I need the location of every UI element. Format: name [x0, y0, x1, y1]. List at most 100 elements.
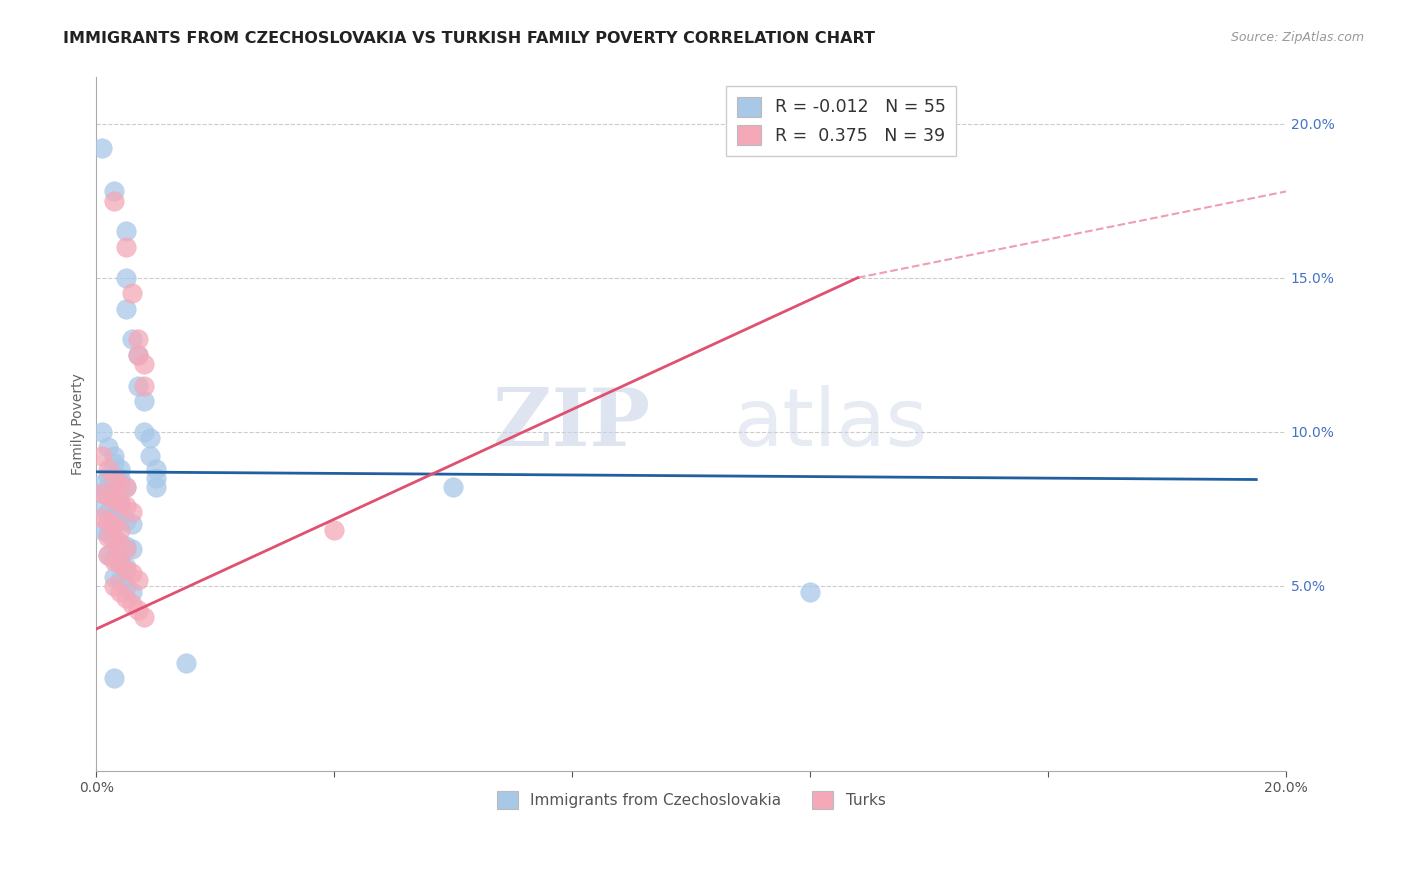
Point — [132, 425, 155, 439]
Point — [103, 671, 125, 685]
Point — [121, 541, 143, 556]
Point — [127, 378, 149, 392]
Point — [115, 480, 138, 494]
Point — [97, 480, 120, 494]
Point — [108, 480, 131, 494]
Point — [97, 505, 120, 519]
Point — [127, 348, 149, 362]
Point — [91, 477, 114, 491]
Point — [103, 517, 125, 532]
Point — [139, 450, 162, 464]
Point — [103, 194, 125, 208]
Point — [121, 517, 143, 532]
Point — [115, 539, 138, 553]
Point — [108, 585, 131, 599]
Point — [121, 286, 143, 301]
Point — [121, 597, 143, 611]
Point — [115, 591, 138, 606]
Point — [115, 240, 138, 254]
Point — [115, 579, 138, 593]
Point — [108, 477, 131, 491]
Point — [108, 461, 131, 475]
Point — [97, 490, 120, 504]
Point — [103, 480, 125, 494]
Point — [145, 480, 167, 494]
Point — [108, 524, 131, 538]
Point — [91, 450, 114, 464]
Point — [108, 558, 131, 572]
Point — [132, 394, 155, 409]
Point — [91, 524, 114, 538]
Point — [132, 378, 155, 392]
Point — [127, 348, 149, 362]
Point — [103, 569, 125, 583]
Point — [103, 533, 125, 547]
Point — [103, 492, 125, 507]
Point — [91, 486, 114, 500]
Point — [108, 471, 131, 485]
Point — [91, 141, 114, 155]
Point — [127, 603, 149, 617]
Point — [139, 431, 162, 445]
Point — [108, 535, 131, 549]
Point — [145, 461, 167, 475]
Point — [97, 440, 120, 454]
Point — [97, 526, 120, 541]
Text: IMMIGRANTS FROM CZECHOSLOVAKIA VS TURKISH FAMILY POVERTY CORRELATION CHART: IMMIGRANTS FROM CZECHOSLOVAKIA VS TURKIS… — [63, 31, 876, 46]
Point — [103, 450, 125, 464]
Point — [103, 471, 125, 485]
Point — [115, 301, 138, 316]
Point — [103, 551, 125, 566]
Point — [145, 471, 167, 485]
Point — [127, 573, 149, 587]
Point — [115, 541, 138, 556]
Point — [115, 563, 138, 577]
Point — [115, 225, 138, 239]
Point — [97, 461, 120, 475]
Point — [97, 548, 120, 562]
Point — [121, 332, 143, 346]
Point — [103, 508, 125, 522]
Point — [91, 501, 114, 516]
Point — [132, 609, 155, 624]
Point — [115, 560, 138, 574]
Legend: Immigrants from Czechoslovakia, Turks: Immigrants from Czechoslovakia, Turks — [491, 785, 891, 815]
Point — [108, 495, 131, 509]
Point — [441, 480, 464, 494]
Y-axis label: Family Poverty: Family Poverty — [72, 373, 86, 475]
Point — [103, 456, 125, 470]
Point — [97, 490, 120, 504]
Point — [97, 548, 120, 562]
Point — [103, 554, 125, 568]
Point — [115, 270, 138, 285]
Text: Source: ZipAtlas.com: Source: ZipAtlas.com — [1230, 31, 1364, 45]
Point — [97, 514, 120, 528]
Point — [121, 585, 143, 599]
Point — [115, 499, 138, 513]
Point — [103, 579, 125, 593]
Point — [108, 554, 131, 568]
Point — [103, 185, 125, 199]
Text: atlas: atlas — [733, 385, 927, 463]
Point — [132, 357, 155, 371]
Point — [91, 486, 114, 500]
Point — [108, 539, 131, 553]
Point — [97, 467, 120, 482]
Point — [91, 425, 114, 439]
Point — [115, 514, 138, 528]
Point — [121, 505, 143, 519]
Point — [121, 566, 143, 581]
Point — [323, 524, 346, 538]
Point — [103, 529, 125, 543]
Point — [174, 656, 197, 670]
Point — [91, 511, 114, 525]
Text: ZIP: ZIP — [492, 385, 650, 463]
Point — [115, 480, 138, 494]
Point — [97, 529, 120, 543]
Point — [108, 573, 131, 587]
Point — [127, 332, 149, 346]
Point — [799, 585, 821, 599]
Point — [108, 495, 131, 509]
Point — [108, 511, 131, 525]
Point — [103, 492, 125, 507]
